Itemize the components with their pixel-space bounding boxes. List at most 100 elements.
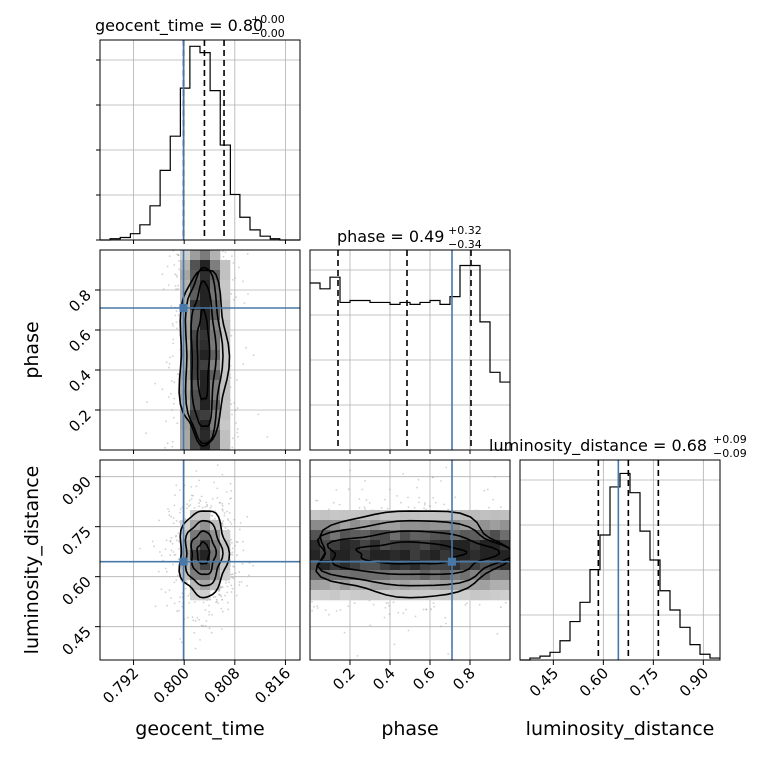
density-cell	[210, 540, 221, 551]
x-tick-label: 0.75	[626, 664, 662, 700]
sample-point	[380, 507, 383, 509]
sample-point	[311, 609, 313, 612]
density-cell	[340, 590, 351, 601]
sample-point	[187, 594, 190, 597]
sample-point	[193, 631, 196, 634]
sample-point	[230, 334, 233, 337]
density-cell	[210, 440, 221, 450]
sample-point	[224, 527, 227, 529]
density-cell	[180, 430, 191, 441]
sample-point	[466, 602, 468, 605]
ylabel-phase: phase	[21, 321, 43, 378]
sample-point	[151, 540, 154, 543]
xlabel-luminosity-distance: luminosity_distance	[526, 718, 715, 740]
density-cell	[440, 510, 451, 521]
sample-point	[335, 489, 338, 491]
sample-point	[175, 321, 178, 324]
sample-point	[174, 553, 177, 556]
density-cell	[200, 370, 211, 381]
x-tick-label: 0.800	[150, 664, 193, 707]
density-cell	[210, 380, 221, 391]
density-cell	[200, 550, 211, 561]
sample-point	[177, 284, 180, 287]
sample-point	[332, 501, 335, 504]
sample-point	[199, 639, 201, 641]
sample-point	[347, 605, 350, 608]
density-cell	[350, 530, 361, 541]
y-tick-label: 0.75	[58, 523, 94, 559]
sample-point	[173, 381, 176, 384]
density-cell	[200, 250, 211, 261]
density-cell	[500, 560, 510, 571]
sample-point	[221, 599, 224, 601]
density-cell	[310, 530, 321, 541]
sample-point	[218, 589, 221, 592]
sample-point	[222, 610, 224, 613]
sample-point	[232, 565, 235, 568]
sample-point	[343, 631, 346, 634]
sample-point	[226, 591, 229, 594]
sample-point	[172, 563, 174, 566]
density-cell	[500, 570, 510, 581]
sample-point	[215, 598, 218, 601]
sample-point	[486, 488, 489, 491]
sample-point	[232, 262, 235, 264]
sample-point	[430, 608, 433, 611]
density-cell	[410, 560, 421, 571]
density-cell	[460, 530, 471, 541]
sample-point	[202, 601, 205, 604]
sample-point	[210, 631, 213, 634]
density-cell	[330, 530, 341, 541]
sample-point	[238, 528, 241, 531]
density-cell	[190, 550, 201, 561]
sample-point	[231, 576, 233, 579]
density-cell	[350, 540, 361, 551]
sample-point	[328, 508, 330, 511]
density-panel-phase-vs-luminosity-distance	[309, 459, 511, 661]
sample-point	[178, 609, 180, 612]
density-cell	[360, 590, 371, 601]
title-geocent-time-minus: −0.00	[251, 27, 285, 40]
density-cell	[210, 400, 221, 411]
density-cell	[220, 280, 231, 291]
sample-point	[405, 608, 407, 611]
density-cell	[190, 540, 201, 551]
density-cell	[410, 530, 421, 541]
sample-point	[245, 346, 247, 349]
sample-point	[177, 558, 180, 561]
sample-point	[239, 522, 242, 524]
sample-point	[226, 518, 229, 520]
sample-point	[168, 366, 170, 369]
sample-point	[221, 473, 224, 476]
density-cell	[470, 570, 481, 581]
sample-point	[384, 606, 387, 609]
sample-point	[226, 601, 229, 604]
density-cell	[450, 570, 461, 581]
density-cell	[220, 400, 231, 411]
sample-point	[219, 594, 222, 596]
sample-point	[145, 432, 148, 435]
sample-point	[425, 608, 428, 610]
density-cell	[380, 510, 391, 521]
sample-point	[311, 600, 313, 603]
density-content	[310, 460, 510, 660]
sample-point	[504, 601, 507, 604]
density-cell	[440, 530, 451, 541]
sample-point	[198, 502, 201, 504]
density-cell	[220, 410, 231, 421]
sample-point	[231, 587, 234, 590]
density-cell	[420, 520, 431, 531]
sample-point	[233, 518, 236, 521]
density-cell	[420, 550, 431, 561]
sample-point	[168, 510, 171, 513]
density-cell	[450, 550, 461, 561]
sample-point	[173, 554, 176, 556]
density-cell	[400, 570, 411, 581]
density-cell	[440, 520, 451, 531]
density-cell	[190, 380, 201, 391]
sample-point	[177, 288, 179, 290]
truth-marker	[448, 557, 456, 566]
density-cell	[370, 570, 381, 581]
sample-point	[191, 616, 194, 619]
title-phase-plus: +0.32	[448, 224, 482, 237]
